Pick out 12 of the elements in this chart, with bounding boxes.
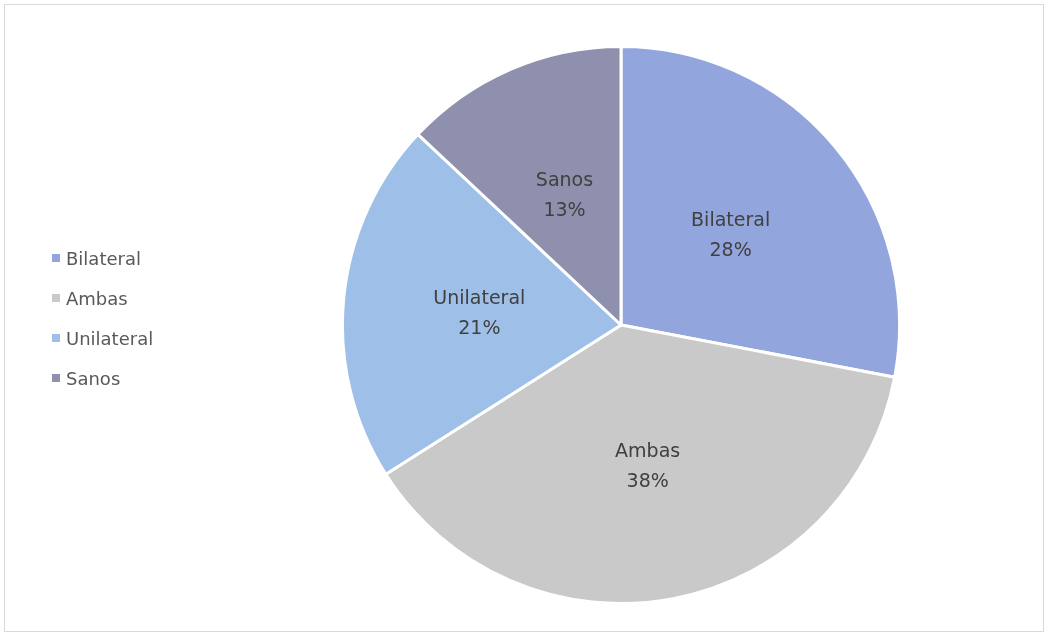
slice-label: Ambas: [615, 438, 681, 461]
legend-label: Sanos: [66, 367, 121, 389]
legend-label: Ambas: [66, 287, 128, 309]
slice-label: Unilateral: [433, 285, 526, 308]
slice-label: Sanos: [535, 168, 594, 191]
data-label: 38%: [626, 468, 669, 491]
slice-label: Bilateral: [691, 208, 771, 231]
legend-label: Bilateral: [66, 247, 141, 269]
legend-label: Unilateral: [66, 327, 154, 349]
data-label: 13%: [543, 198, 586, 221]
data-label: 21%: [458, 315, 501, 338]
data-label: 28%: [709, 238, 752, 261]
